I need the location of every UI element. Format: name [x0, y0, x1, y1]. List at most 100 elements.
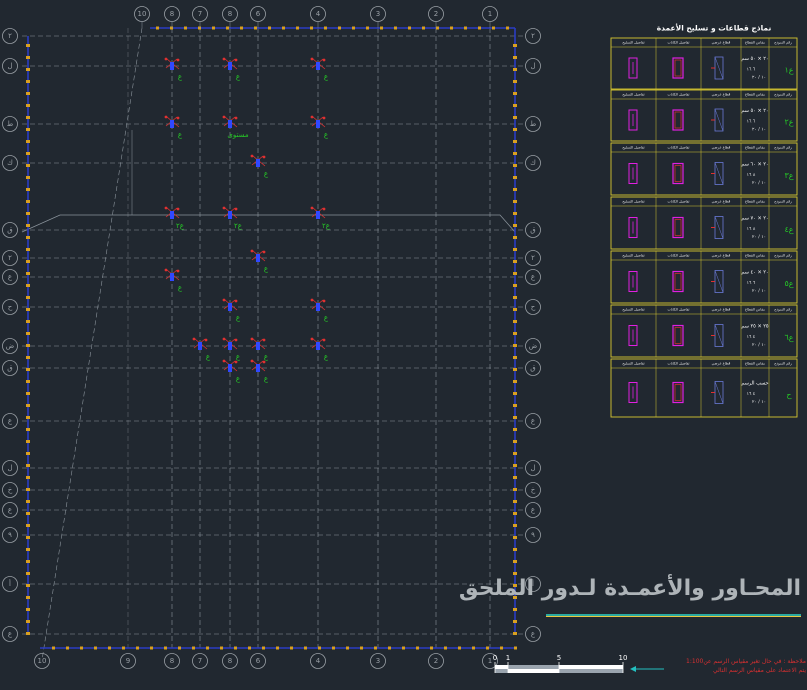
reinforcement-detail — [628, 382, 638, 403]
column-label: ع٢ — [234, 222, 243, 230]
column-dot — [322, 58, 326, 62]
axis-bubble-right: ق — [530, 226, 535, 234]
frame-marker — [513, 260, 517, 263]
column-section — [316, 120, 320, 128]
column-dot — [222, 57, 226, 61]
title-underline-teal — [546, 614, 801, 616]
schedule-header-label: رقم النموذج — [774, 93, 792, 97]
column-label: ع — [324, 353, 329, 361]
frame-marker — [80, 646, 83, 650]
axis-bubble-right-circle — [525, 155, 541, 171]
frame-marker — [380, 26, 383, 30]
frame-marker — [178, 646, 181, 650]
frame-marker — [513, 176, 517, 179]
axis-bubble-right: ل — [530, 62, 535, 70]
stirrup-inner — [674, 59, 682, 77]
frame-marker — [26, 128, 30, 131]
reinforcement-detail — [628, 163, 638, 184]
scale-arrow-head — [630, 666, 636, 672]
schedule-header-label: رقم النموذج — [774, 308, 792, 312]
axis-bubble-left-circle — [2, 299, 18, 315]
column-section — [170, 120, 174, 128]
frame-marker — [26, 140, 30, 143]
frame-marker — [458, 646, 461, 650]
axis-bubble-left: أ — [9, 579, 11, 588]
axis-bubble-right-circle — [525, 482, 541, 498]
frame-marker — [513, 632, 517, 635]
axis-bubble-left-circle — [2, 460, 18, 476]
axis-bubble-left: ٩ — [8, 531, 12, 539]
frame-marker — [26, 224, 30, 227]
axis-bubble-left-circle — [2, 413, 18, 429]
column: ع٢ — [222, 206, 243, 230]
frame-marker — [26, 236, 30, 239]
column: ع — [192, 337, 211, 361]
frame-marker — [513, 224, 517, 227]
axis-bubble-left: ق — [7, 364, 12, 372]
frame-marker — [164, 646, 167, 650]
axis-bubble-left-circle — [2, 222, 18, 238]
stirrup-detail — [672, 57, 684, 79]
frame-marker — [416, 646, 419, 650]
grid-line-diagonal — [41, 27, 143, 661]
axis-bubble-top: 7 — [198, 10, 202, 18]
schedule-header-label: قطاع عرضي — [712, 41, 731, 45]
axis-bubble-bottom: 9 — [126, 657, 130, 665]
frame-marker — [26, 512, 30, 515]
column-label: ع — [178, 284, 183, 292]
frame-marker — [513, 428, 517, 431]
axis-bubble-bottom: 6 — [256, 657, 261, 665]
column: ع — [310, 298, 329, 322]
axis-bubble-right: ق — [530, 364, 535, 372]
axis-bubble-right-circle — [525, 338, 541, 354]
scale-bar-segment — [508, 665, 559, 669]
column-schedule: نماذج قطاعات و تسليح الأعمدة رقم النموذج م… — [610, 24, 798, 418]
frame-marker — [513, 500, 517, 503]
frame-marker — [332, 646, 335, 650]
axis-bubble-bottom: 7 — [198, 657, 202, 665]
schedule-header-label: قطاع عرضي — [712, 308, 731, 312]
axis-bubble-left-circle — [2, 28, 18, 44]
frame-marker — [198, 26, 201, 30]
axis-bubble-right-circle — [525, 269, 541, 285]
frame-marker — [26, 116, 30, 119]
stirrup-detail — [672, 109, 684, 131]
column-label: ع٢ — [176, 222, 185, 230]
frame-marker — [26, 536, 30, 539]
cross-section-hatch — [714, 216, 724, 239]
column-dot — [250, 154, 254, 158]
axis-bubble-bottom: 10 — [38, 657, 47, 665]
frame-marker — [66, 646, 69, 650]
frame-marker — [513, 404, 517, 407]
axis-bubble-right-circle — [525, 299, 541, 315]
schedule-header-label: تفاصيل التسليح — [622, 93, 644, 97]
column-dot — [310, 57, 314, 61]
frame-marker — [513, 620, 517, 623]
grid-lines — [21, 27, 525, 661]
schedule-bars: ٤ ١٦ — [747, 335, 756, 340]
schedule-row — [610, 37, 798, 90]
frame-marker — [513, 584, 517, 587]
frame-marker — [156, 26, 159, 30]
column-dot — [250, 359, 254, 363]
frame-marker — [26, 440, 30, 443]
scale-note-line-1: ملاحظة : في حال تغير مقياس الرسم عن1:100 — [686, 658, 806, 665]
schedule-row — [610, 142, 798, 196]
frame-marker — [513, 188, 517, 191]
axis-bubble-left-circle — [2, 527, 18, 543]
frame-marker — [206, 646, 209, 650]
slab-edge-outline — [21, 214, 516, 233]
axis-bubble-left: ك — [7, 159, 13, 167]
frame-marker — [234, 646, 237, 650]
column-label: ع — [264, 170, 269, 178]
frame-marker — [26, 620, 30, 623]
axis-bubble-left-circle — [2, 58, 18, 74]
column-dot — [310, 206, 314, 210]
column: ع — [222, 337, 241, 361]
frame-marker — [513, 536, 517, 539]
frame-marker — [338, 26, 341, 30]
schedule-code: ع٦ — [784, 333, 793, 342]
schedule-header-label: تفاصيل الكانات — [668, 41, 690, 45]
